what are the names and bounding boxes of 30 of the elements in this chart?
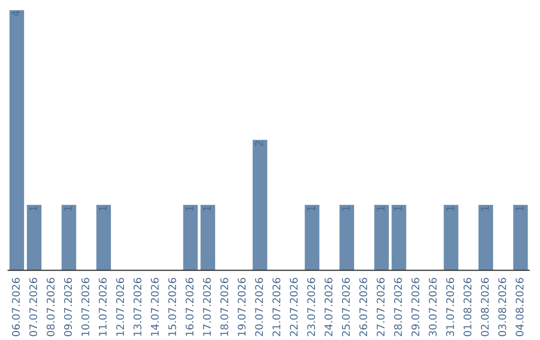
x-tick-label: 29.07.2026: [411, 278, 420, 336]
x-tick-label: 06.07.2026: [12, 278, 20, 336]
x-tick-label: 04.08.2026: [516, 278, 524, 336]
x-tick-label: 07.07.2026: [29, 278, 38, 336]
x-tick-label: 01.08.2026: [464, 278, 472, 336]
x-tick-label: 11.07.2026: [98, 278, 107, 336]
x-tick-label: 23.07.2026: [307, 278, 316, 336]
x-tick-label: 22.07.2026: [290, 278, 298, 336]
x-tick-label: 17.07.2026: [203, 278, 211, 336]
x-tick-label: 28.07.2026: [394, 278, 402, 336]
x-tick-label: 31.07.2026: [446, 278, 454, 336]
x-tick-label: 19.07.2026: [238, 278, 246, 336]
x-tick-label: 27.07.2026: [376, 278, 385, 336]
x-tick-label: 30.07.2026: [428, 278, 437, 336]
x-tick-label: 20.07.2026: [255, 278, 263, 336]
x-tick-label: 24.07.2026: [324, 278, 332, 336]
x-tick-label: 12.07.2026: [116, 278, 124, 336]
x-tick-label: 18.07.2026: [220, 278, 228, 336]
x-tick-label: 25.07.2026: [342, 278, 350, 336]
x-tick-label: 15.07.2026: [168, 278, 176, 336]
x-tick-label: 03.08.2026: [498, 278, 506, 336]
x-tick-label: 16.07.2026: [186, 278, 194, 336]
x-tick-label: 02.08.2026: [480, 278, 489, 336]
x-tick-label: 08.07.2026: [46, 278, 55, 336]
x-tick-label: 14.07.2026: [150, 278, 159, 336]
x-tick-label: 09.07.2026: [64, 278, 72, 336]
x-tick-label: 10.07.2026: [81, 278, 90, 336]
x-tick-label: 26.07.2026: [359, 278, 368, 336]
x-tick-label: 21.07.2026: [272, 278, 280, 336]
x-tick-label: 13.07.2026: [134, 278, 142, 336]
